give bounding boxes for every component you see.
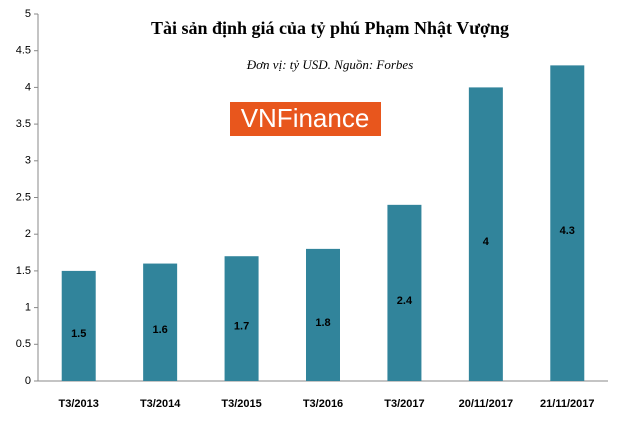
x-tick-label: 20/11/2017 xyxy=(459,398,513,410)
y-tick-label: 1 xyxy=(25,302,31,314)
watermark-box xyxy=(230,102,381,136)
value-label: 1.6 xyxy=(152,324,167,336)
watermark: VNFinance xyxy=(241,103,370,133)
value-label: 1.5 xyxy=(71,328,86,340)
value-label: 4.3 xyxy=(560,225,575,237)
bar xyxy=(306,248,340,381)
value-label: 2.4 xyxy=(397,295,413,307)
y-tick-label: 5 xyxy=(25,8,31,20)
chart-title: Tài sản định giá của tỷ phú Phạm Nhật Vư… xyxy=(151,18,509,38)
y-tick-label: 3.5 xyxy=(16,118,31,130)
bar xyxy=(387,204,422,381)
y-tick-label: 0 xyxy=(25,375,31,387)
y-tick-label: 2 xyxy=(25,228,31,240)
bar xyxy=(468,87,503,382)
value-label: 4 xyxy=(483,236,490,248)
x-tick-label: T3/2014 xyxy=(140,398,181,410)
value-label: 1.7 xyxy=(234,321,249,333)
bar xyxy=(61,270,96,381)
y-tick-label: 4 xyxy=(25,81,31,93)
x-tick-label: T3/2013 xyxy=(59,398,99,410)
x-tick-label: T3/2015 xyxy=(221,398,261,410)
y-tick-label: 4.5 xyxy=(16,45,31,57)
y-tick-label: 3 xyxy=(25,155,31,167)
y-tick-label: 2.5 xyxy=(16,191,31,203)
value-label: 1.8 xyxy=(315,317,330,329)
bar xyxy=(550,65,585,381)
x-tick-label: T3/2017 xyxy=(384,398,424,410)
bar xyxy=(224,256,259,381)
y-tick-label: 0.5 xyxy=(16,338,31,350)
bar xyxy=(143,263,178,381)
chart-subtitle: Đơn vị: tỷ USD. Nguồn: Forbes xyxy=(246,57,414,72)
x-tick-label: 21/11/2017 xyxy=(540,398,594,410)
x-tick-label: T3/2016 xyxy=(303,398,343,410)
y-tick-label: 1.5 xyxy=(16,265,31,277)
